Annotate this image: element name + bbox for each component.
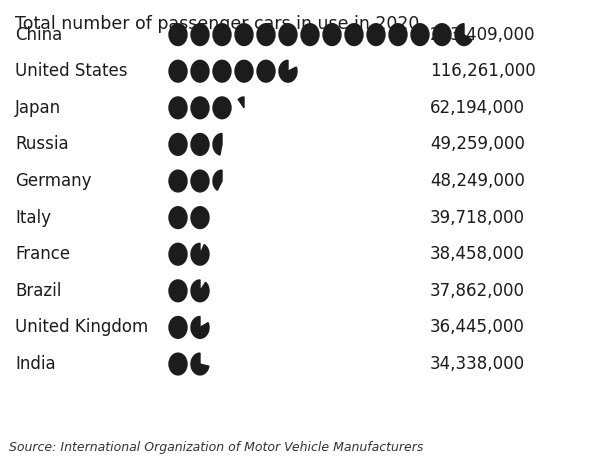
Ellipse shape: [169, 207, 187, 228]
Ellipse shape: [389, 24, 407, 46]
Text: Italy: Italy: [15, 209, 51, 227]
Text: 116,261,000: 116,261,000: [430, 62, 536, 80]
Ellipse shape: [235, 60, 253, 82]
Ellipse shape: [169, 316, 187, 338]
Ellipse shape: [169, 60, 187, 82]
Polygon shape: [213, 170, 222, 190]
Text: Brazil: Brazil: [15, 282, 61, 300]
Ellipse shape: [213, 97, 231, 119]
Polygon shape: [191, 207, 209, 228]
Text: Russia: Russia: [15, 135, 68, 153]
Ellipse shape: [169, 24, 187, 46]
Ellipse shape: [169, 353, 187, 375]
Text: Total number of passenger cars in use in 2020: Total number of passenger cars in use in…: [15, 15, 419, 33]
Ellipse shape: [191, 97, 209, 119]
Ellipse shape: [213, 60, 231, 82]
Ellipse shape: [411, 24, 429, 46]
Text: Source: International Organization of Motor Vehicle Manufacturers: Source: International Organization of Mo…: [9, 441, 424, 454]
Text: United Kingdom: United Kingdom: [15, 318, 148, 337]
Ellipse shape: [191, 24, 209, 46]
Ellipse shape: [213, 24, 231, 46]
Text: 39,718,000: 39,718,000: [430, 209, 525, 227]
Text: India: India: [15, 355, 56, 373]
Polygon shape: [455, 24, 472, 46]
Ellipse shape: [169, 280, 187, 302]
Ellipse shape: [169, 243, 187, 265]
Ellipse shape: [279, 24, 297, 46]
Ellipse shape: [191, 133, 209, 155]
Ellipse shape: [433, 24, 451, 46]
Polygon shape: [191, 280, 209, 302]
Polygon shape: [238, 97, 244, 108]
Text: 62,194,000: 62,194,000: [430, 99, 525, 117]
Ellipse shape: [169, 97, 187, 119]
Ellipse shape: [257, 24, 275, 46]
Text: 48,249,000: 48,249,000: [430, 172, 525, 190]
Text: 34,338,000: 34,338,000: [430, 355, 525, 373]
Polygon shape: [191, 316, 209, 338]
Polygon shape: [191, 243, 209, 265]
Ellipse shape: [345, 24, 363, 46]
Ellipse shape: [191, 170, 209, 192]
Text: Japan: Japan: [15, 99, 61, 117]
Ellipse shape: [169, 133, 187, 155]
Text: United States: United States: [15, 62, 128, 80]
Ellipse shape: [301, 24, 319, 46]
Polygon shape: [213, 133, 222, 155]
Text: 273,409,000: 273,409,000: [430, 26, 536, 44]
Text: Germany: Germany: [15, 172, 91, 190]
Text: 36,445,000: 36,445,000: [430, 318, 525, 337]
Ellipse shape: [257, 60, 275, 82]
Polygon shape: [279, 60, 297, 82]
Text: 49,259,000: 49,259,000: [430, 135, 525, 153]
Ellipse shape: [235, 24, 253, 46]
Polygon shape: [191, 353, 209, 375]
Text: 37,862,000: 37,862,000: [430, 282, 525, 300]
Ellipse shape: [323, 24, 341, 46]
Ellipse shape: [169, 170, 187, 192]
Ellipse shape: [191, 60, 209, 82]
Text: China: China: [15, 26, 62, 44]
Ellipse shape: [367, 24, 385, 46]
Text: 38,458,000: 38,458,000: [430, 245, 525, 263]
Text: France: France: [15, 245, 70, 263]
